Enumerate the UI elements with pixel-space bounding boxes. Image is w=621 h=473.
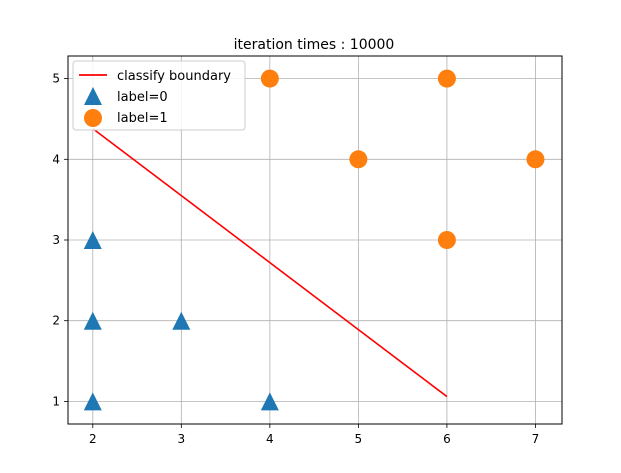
x-tick-label: 2 [89, 432, 97, 446]
y-tick-label: 3 [52, 233, 60, 247]
y-axis-ticks: 1 2 3 4 5 [52, 72, 68, 408]
label-0-point [83, 231, 102, 249]
x-tick-label: 6 [443, 432, 451, 446]
x-axis-ticks: 2 3 4 5 6 7 [89, 424, 539, 446]
grid-lines [68, 56, 562, 424]
y-tick-label: 4 [52, 152, 60, 166]
x-tick-label: 5 [355, 432, 363, 446]
label-1-point [437, 231, 456, 249]
legend-label-label-0: label=0 [117, 90, 168, 105]
y-tick-label: 2 [52, 314, 60, 328]
legend-label-boundary: classify boundary [117, 69, 231, 84]
boundary-layer [92, 127, 448, 398]
legend-label-label-1: label=1 [117, 111, 168, 126]
label-1-point [260, 69, 279, 88]
legend-circle-marker [84, 109, 102, 127]
legend-box [72, 60, 246, 131]
x-tick-label: 4 [266, 432, 274, 446]
x-tick-label: 7 [532, 432, 540, 446]
y-tick-label: 5 [52, 72, 60, 86]
label-0-point [83, 392, 102, 411]
legend-triangle-marker [84, 87, 102, 105]
label-0-point [83, 311, 102, 330]
label-1-point [349, 150, 368, 169]
classify-boundary-line [92, 127, 448, 398]
label-1-point [526, 150, 545, 169]
label-0-point [172, 311, 191, 330]
x-tick-label: 3 [177, 432, 185, 446]
legend: classify boundary label=0 label=1 [72, 60, 246, 131]
y-tick-label: 1 [52, 394, 60, 408]
chart-title: iteration times : 10000 [234, 37, 395, 53]
label-0-point [260, 392, 279, 411]
label-1-point [437, 69, 456, 88]
data-points [83, 69, 545, 411]
